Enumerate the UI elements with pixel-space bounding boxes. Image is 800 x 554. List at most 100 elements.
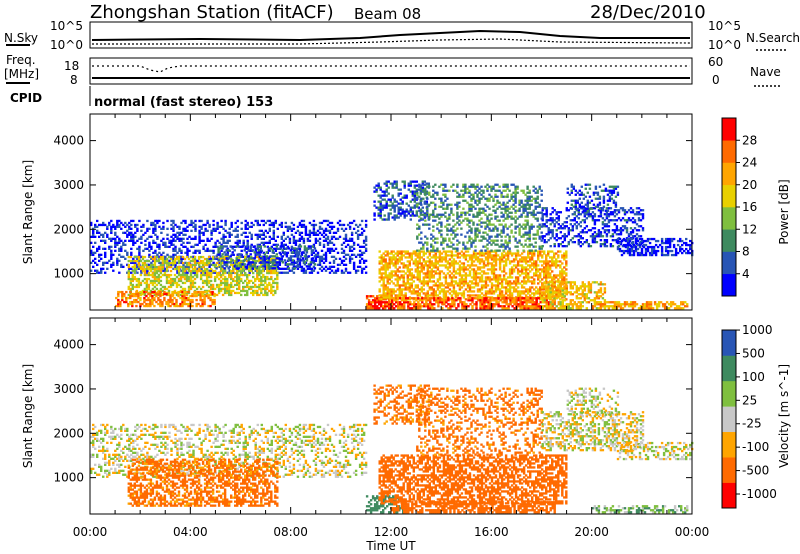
- data-cell: [380, 268, 383, 271]
- data-cell: [129, 296, 132, 300]
- data-cell: [90, 261, 93, 264]
- data-cell: [194, 271, 197, 274]
- data-cell: [290, 233, 294, 236]
- data-cell: [392, 292, 395, 295]
- data-cell: [494, 278, 498, 281]
- data-cell: [344, 233, 348, 236]
- data-cell: [156, 221, 159, 225]
- data-cell: [480, 278, 484, 281]
- data-cell: [176, 271, 179, 274]
- data-cell: [189, 259, 193, 263]
- data-cell: [213, 300, 216, 304]
- data-cell: [280, 225, 284, 228]
- data-cell: [233, 265, 236, 268]
- data-cell: [378, 250, 381, 253]
- data-cell: [252, 259, 255, 263]
- data-cell: [559, 264, 562, 267]
- data-cell: [271, 259, 275, 262]
- data-cell: [154, 229, 157, 232]
- data-cell: [266, 287, 269, 291]
- data-cell: [226, 247, 229, 250]
- data-cell: [259, 261, 263, 264]
- data-cell: [426, 241, 429, 244]
- data-cell: [406, 276, 410, 279]
- data-cell: [338, 235, 342, 238]
- data-cell: [195, 287, 199, 291]
- data-cell: [154, 225, 157, 228]
- data-cell: [256, 235, 260, 238]
- data-cell: [403, 212, 406, 215]
- data-cell: [242, 241, 245, 244]
- data-cell: [394, 278, 397, 281]
- data-cell: [287, 263, 291, 266]
- data-cell: [219, 263, 223, 267]
- data-cell: [230, 293, 233, 297]
- data-cell: [186, 253, 189, 256]
- data-cell: [444, 264, 448, 267]
- data-cell: [202, 231, 205, 234]
- data-cell: [425, 301, 428, 304]
- data-cell: [172, 253, 175, 256]
- data-cell: [131, 302, 134, 306]
- data-cell: [208, 269, 211, 272]
- data-cell: [428, 185, 431, 188]
- data-cell: [350, 239, 354, 242]
- data-cell: [232, 277, 235, 281]
- data-cell: [134, 261, 137, 264]
- data-cell: [373, 297, 377, 300]
- data-cell: [227, 257, 230, 260]
- data-cell: [224, 229, 227, 232]
- data-cell: [474, 278, 478, 281]
- data-cell: [336, 229, 340, 232]
- data-cell: [171, 290, 174, 294]
- data-cell: [249, 245, 252, 248]
- data-cell: [199, 255, 203, 259]
- data-cell: [373, 305, 377, 308]
- data-cell: [171, 281, 175, 285]
- data-cell: [223, 261, 226, 264]
- data-cell: [414, 262, 418, 265]
- data-cell: [108, 259, 111, 262]
- data-cell: [367, 303, 371, 306]
- data-cell: [377, 182, 380, 185]
- data-cell: [94, 269, 97, 272]
- data-cell: [496, 286, 500, 289]
- data-cell: [369, 295, 373, 298]
- data-cell: [352, 247, 356, 250]
- data-cell: [232, 285, 235, 289]
- data-cell: [332, 255, 336, 258]
- data-cell: [176, 237, 179, 240]
- data-cell: [141, 257, 145, 261]
- data-cell: [181, 267, 185, 271]
- data-cell: [150, 261, 153, 264]
- data-cell: [260, 283, 263, 287]
- data-cell: [382, 276, 385, 279]
- data-cell: [376, 295, 379, 298]
- data-cell: [194, 249, 197, 252]
- data-cell: [256, 293, 259, 297]
- data-cell: [250, 255, 253, 259]
- data-cell: [527, 268, 530, 271]
- data-cell: [382, 292, 385, 295]
- data-cell: [92, 251, 95, 254]
- data-cell: [316, 239, 320, 242]
- data-cell: [163, 271, 167, 275]
- data-cell: [403, 305, 406, 308]
- data-cell: [436, 193, 439, 196]
- data-cell: [426, 256, 430, 259]
- data-cell: [135, 300, 138, 304]
- data-cell: [104, 223, 107, 227]
- data-cell: [336, 227, 340, 230]
- data-cell: [454, 280, 458, 283]
- data-cell: [274, 219, 278, 223]
- data-cell: [254, 277, 257, 281]
- data-cell: [416, 254, 420, 257]
- data-cell: [482, 262, 486, 265]
- data-cell: [278, 223, 282, 227]
- data-cell: [143, 273, 147, 277]
- data-cell: [199, 269, 203, 273]
- data-cell: [406, 278, 410, 281]
- data-cell: [186, 241, 189, 244]
- data-cell: [141, 279, 145, 283]
- data-cell: [185, 277, 189, 281]
